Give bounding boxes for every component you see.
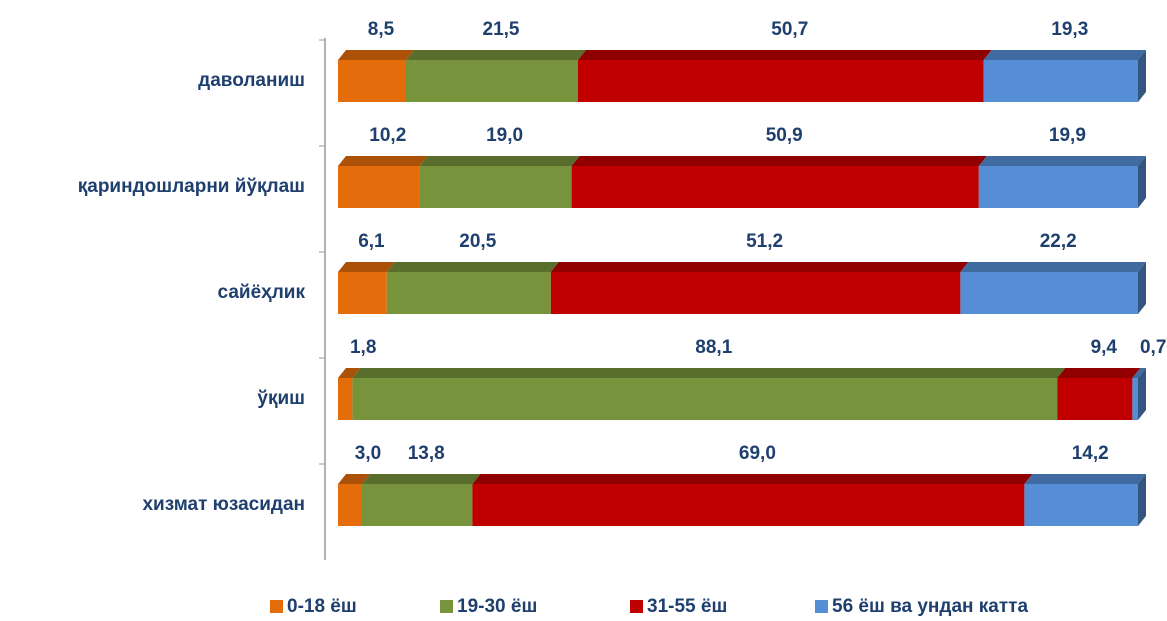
- bar-top: [338, 368, 361, 378]
- legend-swatch: [815, 600, 828, 613]
- bar: [406, 60, 578, 102]
- bar: [352, 378, 1058, 420]
- bar: [550, 272, 961, 314]
- legend-swatch: [270, 600, 283, 613]
- data-label: 10,2: [369, 125, 406, 146]
- bar-top: [550, 262, 969, 272]
- bar-side: [1138, 368, 1146, 420]
- bar-top: [1132, 368, 1146, 378]
- bar: [983, 60, 1138, 102]
- data-label: 69,0: [739, 443, 776, 464]
- data-label: 50,7: [771, 19, 808, 40]
- bar-top: [386, 262, 559, 272]
- bar-top: [1057, 368, 1141, 378]
- bar: [1057, 378, 1133, 420]
- category-label: қариндошларни йўқлаш: [78, 176, 305, 197]
- bar: [472, 484, 1025, 526]
- bar-top: [406, 50, 586, 60]
- bar-side: [1138, 474, 1146, 526]
- data-label: 21,5: [483, 19, 520, 40]
- bar-top: [338, 262, 395, 272]
- category-label: даволаниш: [198, 70, 305, 91]
- legend-label: 56 ёш ва ундан катта: [832, 596, 1028, 617]
- bar: [338, 484, 362, 526]
- bar-side: [1138, 262, 1146, 314]
- bar: [1132, 378, 1138, 420]
- bar-side: [1138, 156, 1146, 208]
- data-label: 8,5: [368, 19, 395, 40]
- data-label: 6,1: [358, 231, 385, 252]
- data-label: 88,1: [695, 337, 732, 358]
- bar-top: [472, 474, 1033, 484]
- legend-label: 0-18 ёш: [287, 596, 357, 617]
- data-label: 19,9: [1049, 125, 1086, 146]
- bar: [386, 272, 551, 314]
- legend-swatch: [440, 600, 453, 613]
- data-label: 1,8: [350, 337, 376, 358]
- data-label: 50,9: [766, 125, 803, 146]
- data-label: 9,4: [1091, 337, 1118, 358]
- bar-top: [352, 368, 1066, 378]
- bar-top: [338, 156, 428, 166]
- bar-top: [978, 156, 1146, 166]
- bar: [978, 166, 1138, 208]
- bar-top: [983, 50, 1146, 60]
- legend-label: 19-30 ёш: [457, 596, 537, 617]
- bar-top: [362, 474, 481, 484]
- category-label: сайёҳлик: [218, 282, 306, 303]
- bar: [419, 166, 572, 208]
- bar-top: [338, 474, 370, 484]
- bar: [1024, 484, 1138, 526]
- legend-label: 31-55 ёш: [647, 596, 727, 617]
- data-label: 19,3: [1051, 19, 1088, 40]
- bar-top: [571, 156, 987, 166]
- data-label: 51,2: [746, 231, 783, 252]
- legend-swatch: [630, 600, 643, 613]
- category-label: хизмат юзасидан: [142, 494, 305, 515]
- bar-side: [1138, 50, 1146, 102]
- category-label: ўқиш: [257, 388, 305, 409]
- data-label: 13,8: [408, 443, 445, 464]
- data-label: 19,0: [486, 125, 523, 146]
- data-label: 14,2: [1072, 443, 1109, 464]
- bar: [338, 378, 353, 420]
- bar-top: [1024, 474, 1146, 484]
- bar-top: [419, 156, 580, 166]
- bar-top: [338, 50, 414, 60]
- data-label: 20,5: [459, 231, 496, 252]
- bar: [338, 272, 387, 314]
- bar: [338, 166, 420, 208]
- bar: [338, 60, 406, 102]
- data-label: 22,2: [1040, 231, 1077, 252]
- bar: [571, 166, 979, 208]
- bar: [362, 484, 473, 526]
- bar-top: [578, 50, 992, 60]
- data-label: 0,7: [1140, 337, 1166, 358]
- bar: [578, 60, 984, 102]
- bar: [960, 272, 1138, 314]
- bar-top: [960, 262, 1146, 272]
- data-label: 3,0: [355, 443, 381, 464]
